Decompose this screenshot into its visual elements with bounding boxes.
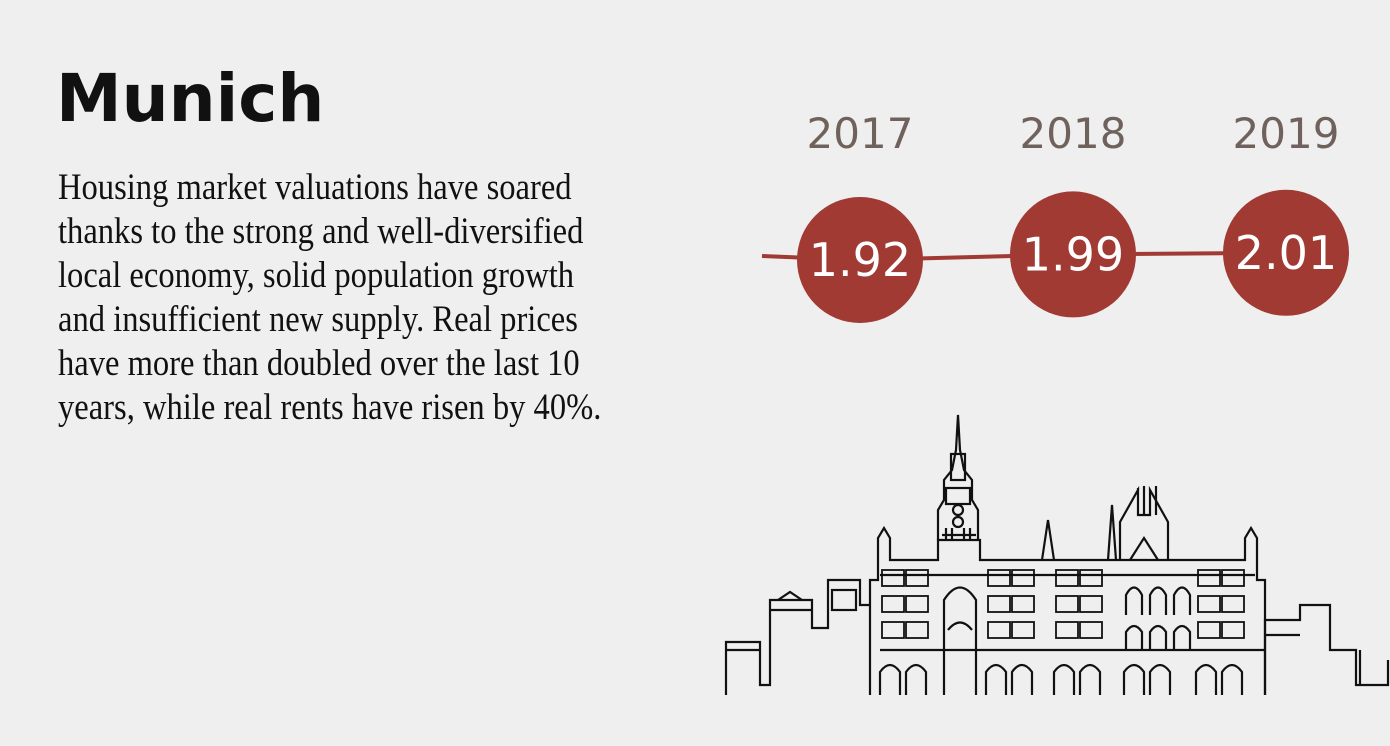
- data-value-label: 1.92: [809, 233, 911, 287]
- x-tick-label: 2018: [1020, 109, 1127, 158]
- data-point-marker: [797, 197, 923, 323]
- munich-city-hall-skyline-icon: [724, 414, 1390, 695]
- page-title: Munich: [56, 60, 325, 137]
- chart-year-layer: 2017 2018 2019: [807, 109, 1340, 158]
- data-value-label: 1.99: [1022, 227, 1124, 281]
- x-tick-label: 2019: [1233, 109, 1340, 158]
- data-point-marker: [1010, 191, 1136, 318]
- data-value-label: 2.01: [1235, 226, 1337, 280]
- data-point-marker: [1223, 189, 1349, 316]
- x-tick-label: 2017: [807, 109, 914, 158]
- valuation-chart: 2017 2018 2019 1.92 1.99 2.01: [761, 109, 1349, 323]
- chart-marker-layer: 1.92 1.99 2.01: [797, 189, 1349, 323]
- description-text: Housing market valuations have soared th…: [58, 167, 602, 428]
